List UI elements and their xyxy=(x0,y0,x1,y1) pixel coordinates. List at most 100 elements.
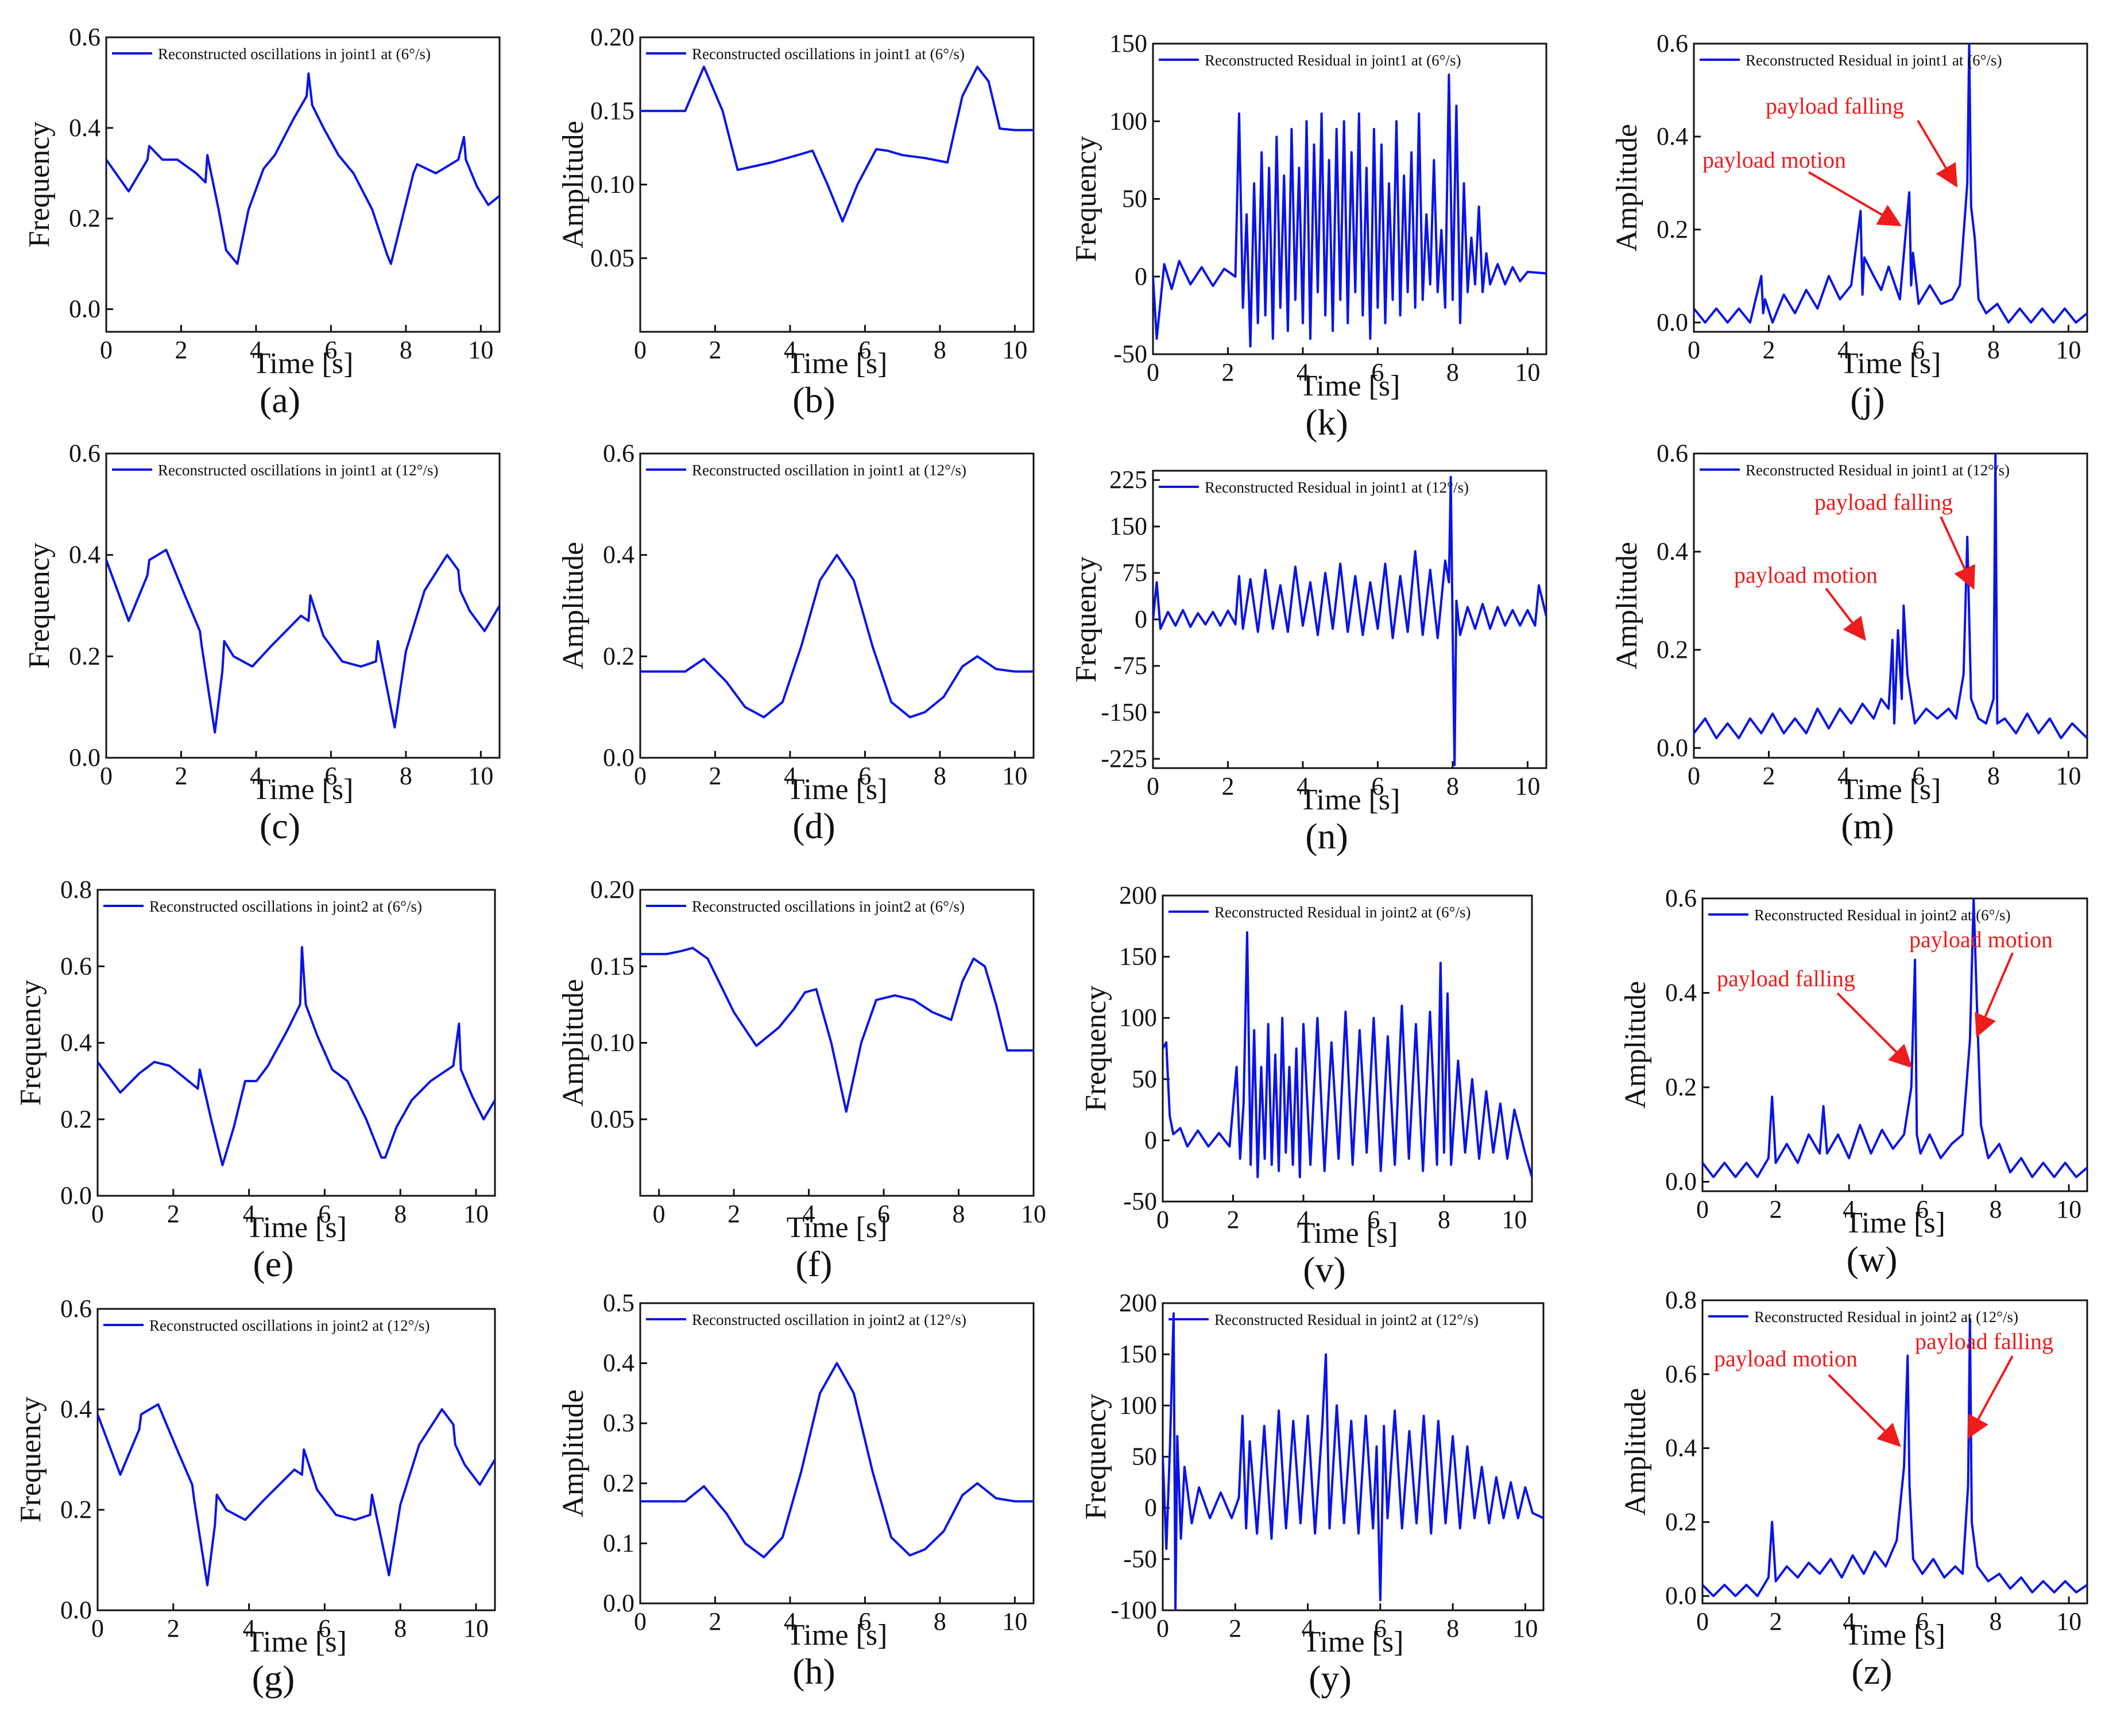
legend-label: Reconstructed Residual in joint1 at (6°/… xyxy=(1746,52,2002,69)
y-tick-label: 0.0 xyxy=(60,1181,92,1210)
series-line xyxy=(106,72,500,265)
y-tick-label: 0.20 xyxy=(590,23,634,51)
y-axis-label: Frequency xyxy=(1079,1394,1112,1520)
x-tick-label: 4 xyxy=(243,1200,256,1228)
annotation-label: payload falling xyxy=(1814,489,1953,515)
x-tick-label: 2 xyxy=(1762,762,1775,790)
x-tick-label: 0 xyxy=(1696,1195,1709,1223)
y-tick-label: 0.0 xyxy=(603,743,634,772)
series-line xyxy=(1163,931,1532,1179)
series-line xyxy=(1694,454,2087,739)
panel-caption: (m) xyxy=(1841,805,1894,846)
x-tick-label: 8 xyxy=(1989,1195,2002,1223)
series-line xyxy=(640,1362,1034,1559)
y-tick-label: 0.6 xyxy=(1665,884,1697,912)
x-tick-label: 6 xyxy=(1374,1614,1387,1642)
panel-j: 0 2 4 6 8 10 0.0 0.2 0.4 0.6 Time [s] Amplitude (j) R… xyxy=(1611,29,2088,420)
legend-label: Reconstructed oscillations in joint2 at … xyxy=(149,1317,429,1334)
x-axis-label: Time [s] xyxy=(787,1619,888,1652)
y-tick-label: 0.8 xyxy=(60,875,92,904)
y-tick-label: 50 xyxy=(1132,1443,1157,1471)
panel-caption: (h) xyxy=(792,1651,835,1692)
y-tick-label: 0 xyxy=(1144,1126,1157,1154)
panel-caption: (g) xyxy=(252,1658,295,1699)
y-tick-label: 0.15 xyxy=(590,952,634,980)
x-tick-label: 6 xyxy=(324,336,337,364)
y-tick-label: 150 xyxy=(1109,29,1147,57)
panel-caption: (z) xyxy=(1851,1651,1892,1692)
x-tick-label: 4 xyxy=(784,762,796,790)
x-tick-label: 6 xyxy=(877,1200,890,1228)
x-tick-label: 8 xyxy=(394,1614,407,1642)
y-tick-label: 100 xyxy=(1109,107,1147,135)
x-axis-label: Time [s] xyxy=(1840,773,1941,806)
annotation-arrow xyxy=(1825,587,1866,641)
x-tick-label: 10 xyxy=(2056,762,2081,790)
legend-label: Reconstructed oscillations in joint1 at … xyxy=(158,45,431,63)
x-axis-label: Time [s] xyxy=(246,1626,347,1658)
plot-frame xyxy=(1701,897,2088,1192)
x-tick-label: 10 xyxy=(2056,336,2081,364)
y-tick-label: 0.2 xyxy=(60,1495,92,1524)
x-tick-label: 4 xyxy=(1302,1614,1314,1642)
y-tick-label: 0 xyxy=(1144,1494,1157,1522)
x-axis-label: Time [s] xyxy=(787,347,888,380)
x-tick-label: 2 xyxy=(1770,1607,1782,1636)
y-tick-label: 150 xyxy=(1109,512,1147,540)
y-axis-label: Frequency xyxy=(23,122,56,247)
x-tick-label: 10 xyxy=(2056,1195,2081,1223)
x-tick-label: 8 xyxy=(400,336,412,364)
panel-caption: (n) xyxy=(1305,816,1348,857)
x-tick-label: 4 xyxy=(1297,358,1309,386)
x-tick-label: 8 xyxy=(1987,762,2000,790)
y-tick-label: 50 xyxy=(1122,185,1147,213)
x-tick-label: 10 xyxy=(1515,772,1540,800)
x-tick-label: 2 xyxy=(175,762,187,790)
y-axis-label: Amplitude xyxy=(1619,1388,1652,1516)
y-tick-label: 0.4 xyxy=(1657,122,1688,150)
y-tick-label: -50 xyxy=(1113,340,1147,368)
x-tick-label: 6 xyxy=(324,762,337,790)
y-tick-label: 0.6 xyxy=(603,439,634,467)
y-tick-label: 0.0 xyxy=(69,295,100,323)
y-axis-label: Frequency xyxy=(1070,136,1102,262)
y-axis-label: Amplitude xyxy=(557,542,590,669)
x-tick-label: 6 xyxy=(318,1614,331,1642)
x-tick-label: 4 xyxy=(1297,772,1309,800)
x-tick-label: 10 xyxy=(463,1614,489,1642)
y-tick-label: 0.6 xyxy=(60,952,92,980)
legend-label: Reconstructed Residual in joint1 at (6°/… xyxy=(1205,52,1461,69)
y-tick-label: 0.2 xyxy=(1657,215,1688,243)
y-axis-label: Frequency xyxy=(14,1397,47,1522)
y-axis-label: Amplitude xyxy=(1611,124,1643,251)
panel-z: 0 2 4 6 8 10 0.0 0.2 0.4 0.6 0.8 Time [s] Amplitude (… xyxy=(1619,1286,2088,1692)
x-tick-label: 4 xyxy=(250,336,262,364)
panel-caption: (j) xyxy=(1850,379,1885,420)
panel-caption: (v) xyxy=(1303,1249,1346,1290)
series-line xyxy=(1694,44,2087,324)
y-tick-label: 0.20 xyxy=(590,875,634,904)
y-tick-label: -75 xyxy=(1113,652,1147,680)
annotation-label: payload motion xyxy=(1702,147,1846,173)
x-tick-label: 2 xyxy=(1226,1206,1239,1234)
series-line xyxy=(98,1403,495,1587)
series-line xyxy=(98,946,495,1167)
panel-e: 0 2 4 6 8 10 0.0 0.2 0.4 0.6 0.8 Time [s] Frequency (… xyxy=(14,875,496,1284)
y-tick-label: 0.2 xyxy=(1657,636,1688,664)
x-tick-label: 4 xyxy=(1837,762,1850,790)
y-tick-label: 0.2 xyxy=(69,204,100,232)
annotation-arrow xyxy=(1836,992,1913,1068)
x-tick-label: 6 xyxy=(1912,336,1925,364)
y-tick-label: 0.5 xyxy=(603,1289,634,1317)
x-tick-label: 8 xyxy=(1446,1614,1459,1642)
panel-caption: (b) xyxy=(792,379,835,420)
y-tick-label: 0.4 xyxy=(1657,537,1688,565)
y-axis-label: Amplitude xyxy=(557,1389,590,1517)
y-tick-label: 150 xyxy=(1119,943,1157,971)
plot-frame xyxy=(639,889,1035,1197)
panel-f: 0 2 4 6 8 10 0.05 0.10 0.15 0.20 Time [s] Amplitude… xyxy=(557,875,1046,1284)
x-tick-label: 10 xyxy=(463,1200,489,1228)
x-tick-label: 0 xyxy=(100,336,113,364)
